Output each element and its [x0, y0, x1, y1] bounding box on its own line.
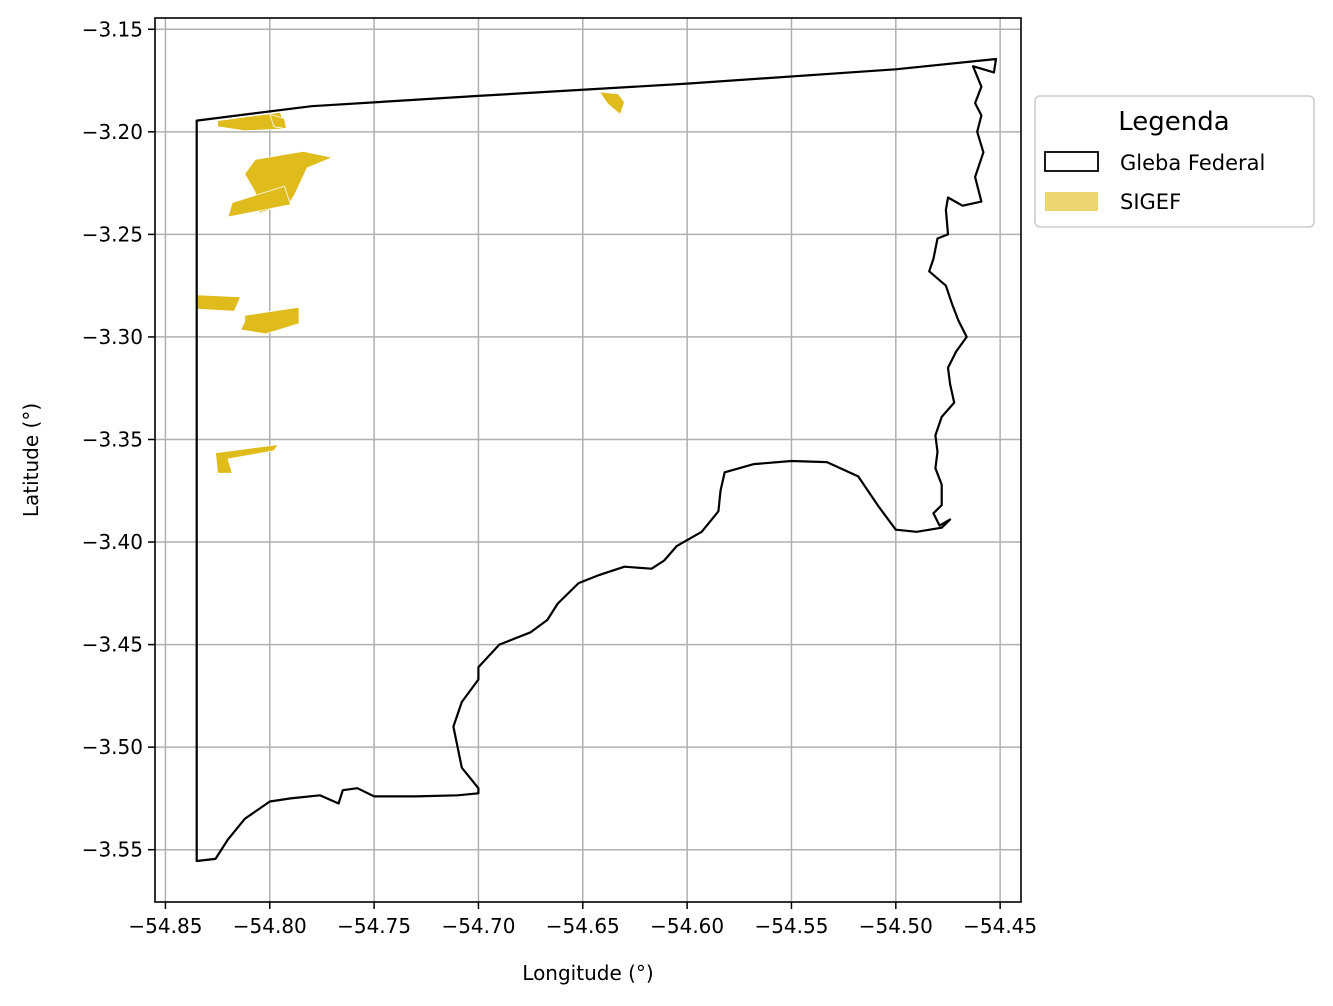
x-tick-label: −54.65 [546, 914, 620, 938]
plot-frame [154, 17, 1022, 903]
x-tick-label: −54.85 [128, 914, 202, 938]
legend-box [1034, 95, 1315, 228]
sigef-parcel [269, 114, 287, 130]
y-tick-label: −3.50 [82, 735, 143, 759]
y-axis-label: Latitude (°) [19, 403, 43, 517]
sigef-parcel [227, 185, 292, 218]
x-tick-label: −54.70 [441, 914, 515, 938]
sigef-parcel [217, 111, 287, 132]
gleba-outline [195, 57, 998, 863]
x-tick-label: −54.50 [859, 914, 933, 938]
x-tick-label: −54.60 [650, 914, 724, 938]
sigef-parcels [196, 91, 625, 474]
legend-label-gleba: Gleba Federal [1120, 151, 1265, 175]
x-tick-label: −54.55 [754, 914, 828, 938]
sigef-parcel [240, 306, 300, 335]
legend-label-sigef: SIGEF [1120, 190, 1181, 214]
x-axis-ticks: −54.85 −54.80 −54.75 −54.70 −54.65 −54.60 −54.… [128, 902, 1037, 938]
x-tick-label: −54.45 [963, 914, 1037, 938]
sigef-parcel [196, 294, 242, 312]
y-tick-label: −3.15 [82, 17, 143, 41]
sigef-parcel [215, 444, 279, 474]
y-axis-ticks: −3.15 −3.20 −3.25 −3.30 −3.35 −3.40 −3.45 −3.50… [82, 17, 155, 862]
y-tick-label: −3.35 [82, 427, 143, 451]
legend-swatch-sigef [1045, 192, 1098, 211]
y-tick-label: −3.25 [82, 222, 143, 246]
sigef-parcel [599, 91, 625, 115]
gleba-federal-boundary [195, 57, 998, 863]
legend: Legenda Gleba Federal SIGEF [1034, 95, 1315, 228]
x-axis-label: Longitude (°) [522, 961, 653, 985]
grid [155, 18, 1021, 902]
y-tick-label: −3.30 [82, 325, 143, 349]
x-tick-label: −54.80 [233, 914, 307, 938]
y-tick-label: −3.40 [82, 530, 143, 554]
x-tick-label: −54.75 [337, 914, 411, 938]
y-tick-label: −3.45 [82, 633, 143, 657]
y-tick-label: −3.55 [82, 838, 143, 862]
y-tick-label: −3.20 [82, 120, 143, 144]
legend-swatch-gleba [1044, 151, 1099, 172]
legend-title: Legenda [1118, 107, 1229, 137]
